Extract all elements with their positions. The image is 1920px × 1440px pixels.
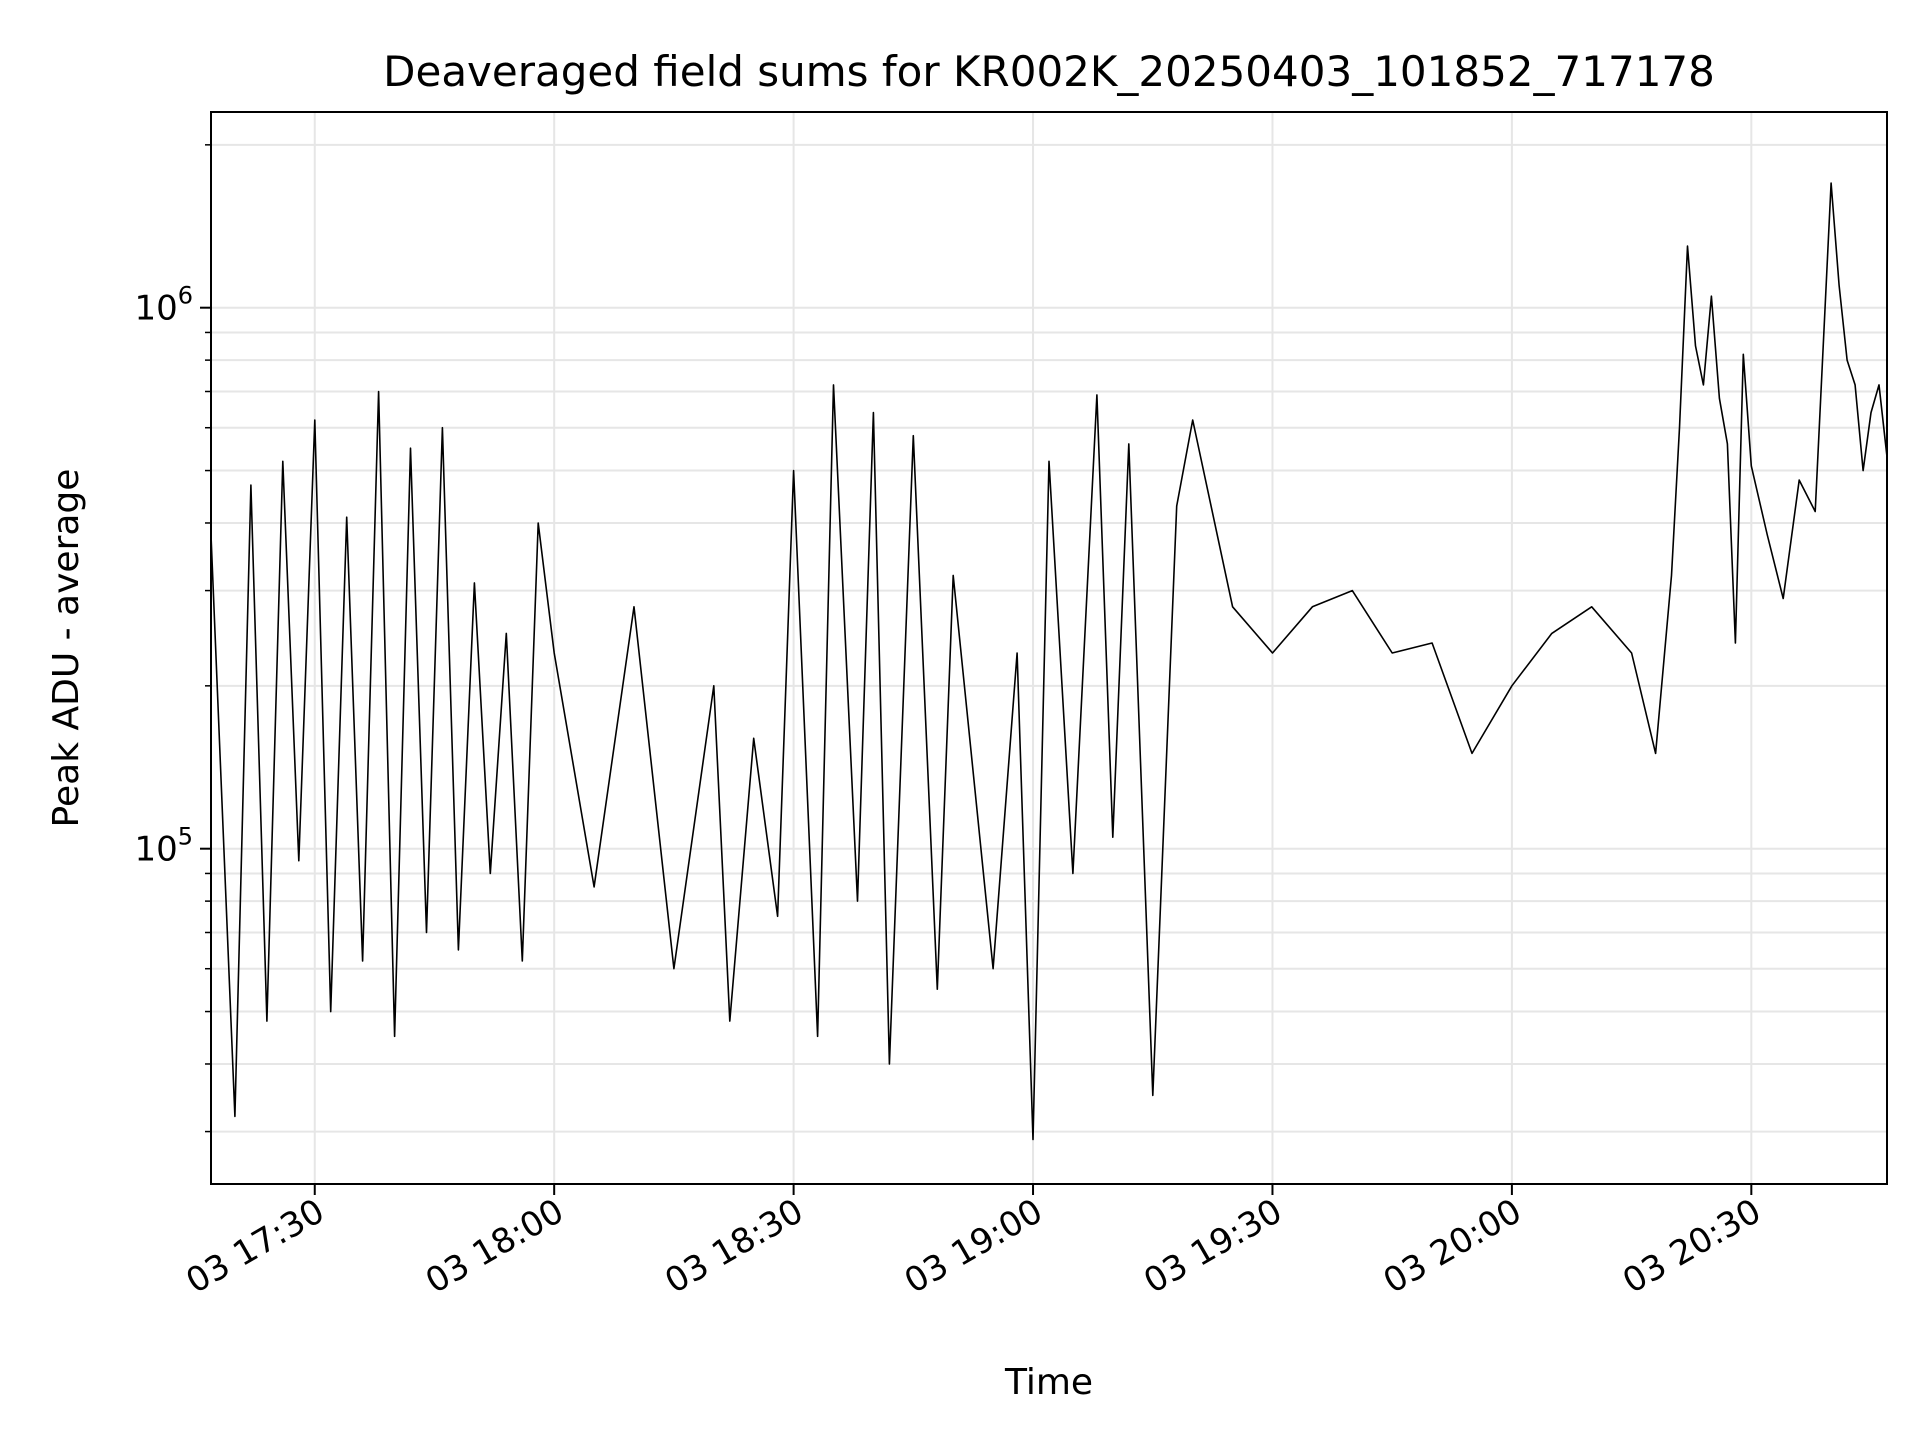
- x-axis-label: Time: [1004, 1362, 1093, 1403]
- y-tick-exponent: 5: [178, 823, 193, 851]
- y-tick-label: 106: [134, 282, 193, 329]
- y-tick-exponent: 6: [178, 282, 193, 310]
- x-tick-label: 03 20:00: [1377, 1191, 1529, 1302]
- series-line: [210, 182, 1888, 1141]
- x-tick-label: 03 18:00: [419, 1191, 571, 1302]
- series-layer: [210, 182, 1888, 1141]
- x-axis: 03 17:30 03 18:00 03 18:30 03 19:00 03 19:30…: [180, 1184, 1768, 1302]
- y-axis-label: Peak ADU - average: [46, 469, 87, 828]
- x-tick-label: 03 17:30: [180, 1191, 332, 1302]
- x-tick-label: 03 18:30: [658, 1191, 810, 1302]
- plot-frame: [210, 111, 1888, 1185]
- y-tick-base: 10: [134, 830, 177, 870]
- x-tick-label: 03 19:00: [898, 1191, 1050, 1302]
- x-tick-label: 03 19:30: [1137, 1191, 1289, 1302]
- chart-title: Deaveraged field sums for KR002K_2025040…: [383, 47, 1715, 96]
- grid-lines: [211, 112, 1887, 1184]
- y-tick-base: 10: [134, 289, 177, 329]
- y-tick-label: 105: [134, 823, 193, 870]
- x-tick-label: 03 20:30: [1616, 1191, 1768, 1302]
